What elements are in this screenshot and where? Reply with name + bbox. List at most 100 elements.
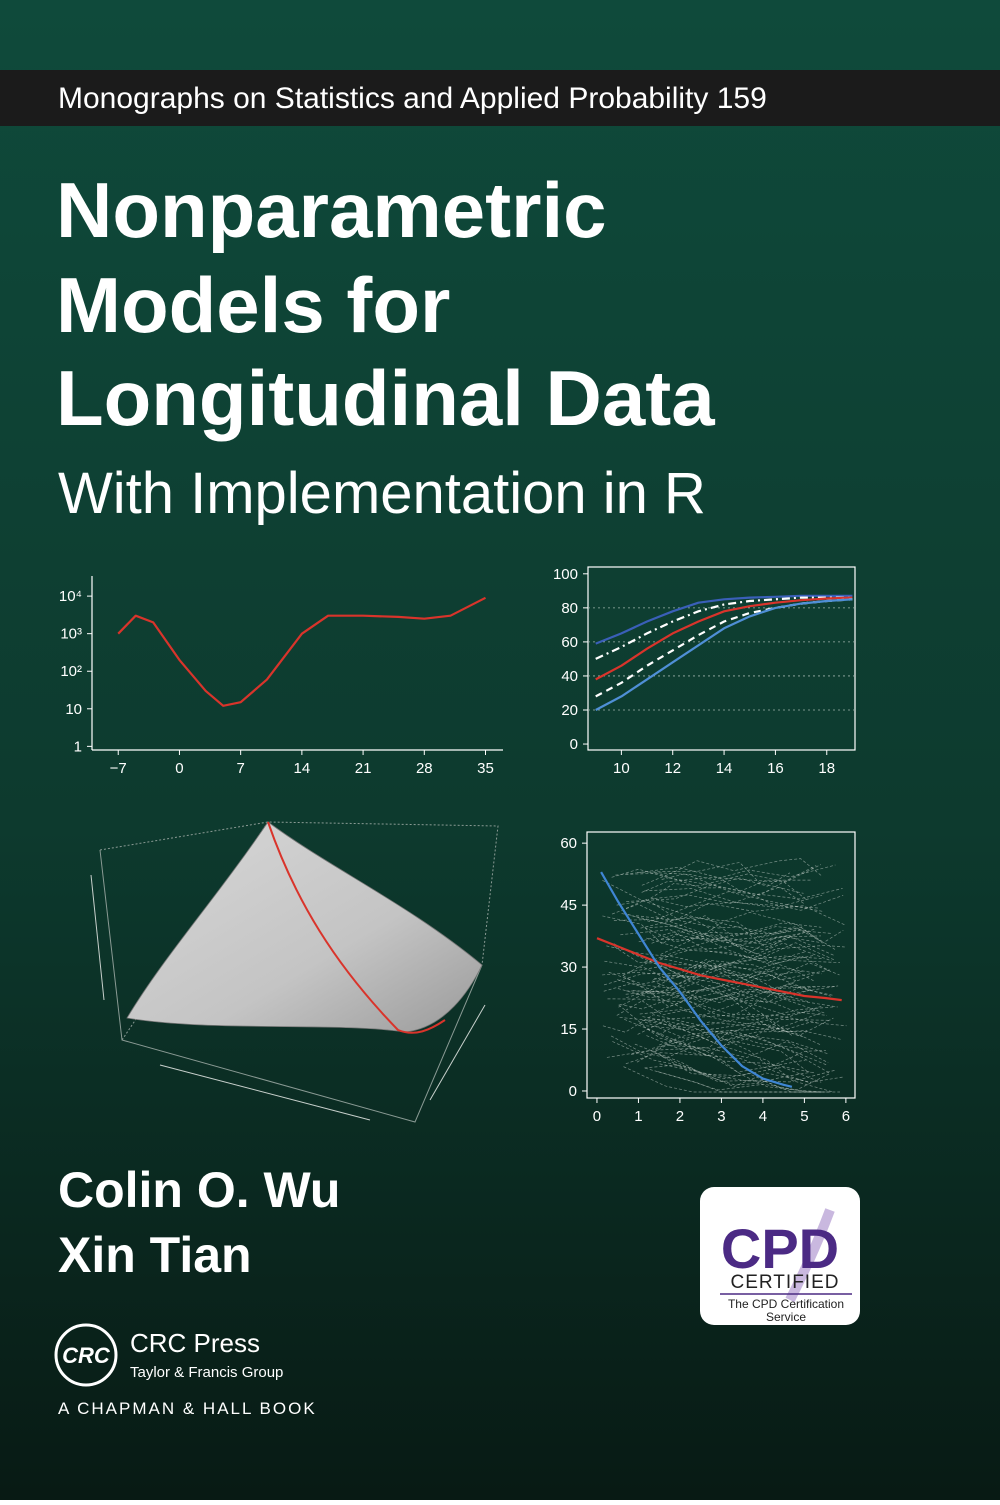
x-tick-label: 28 [416,760,433,777]
texture [631,1039,806,1073]
title-line: Longitudinal Data [56,354,715,442]
title-line: Nonparametric [56,166,607,254]
y-tick-label: 60 [560,835,577,852]
publisher-group: Taylor & Francis Group [130,1364,283,1381]
texture [610,1035,815,1074]
texture [627,891,823,923]
texture [651,926,824,944]
texture [654,886,804,904]
texture [606,1050,840,1093]
texture [617,979,808,1033]
x-tick-label: 1 [634,1108,642,1125]
badge-service: The CPD Certification [728,1297,844,1311]
texture [634,1043,812,1086]
texture [623,1066,825,1093]
texture [625,962,831,997]
texture [651,897,820,909]
texture [616,985,818,1016]
surface-curve [267,821,446,1034]
x-tick-label: 14 [294,760,311,777]
texture [624,1018,808,1072]
series-line [600,871,793,1088]
y-tick-label: 10⁴ [59,588,82,605]
texture [655,1029,827,1066]
texture [637,862,804,894]
texture [625,1052,822,1083]
x-tick-label: 4 [759,1108,767,1125]
texture [644,1067,829,1093]
box-edge [99,849,483,1123]
x-tick-label: 12 [664,760,681,777]
x-tick-label: 21 [355,760,372,777]
y-tick-label: 100 [553,566,578,583]
x-tick-label: 10 [613,760,630,777]
texture [647,1028,809,1050]
series-line [595,598,853,698]
texture [615,866,811,892]
texture [642,1014,817,1027]
series-line [117,596,487,707]
x-tick-label: 2 [676,1108,684,1125]
texture [653,974,828,1016]
texture [622,975,811,1017]
texture [651,1030,831,1074]
texture [612,1041,845,1087]
figure: 1 10 10² 10³ 10⁴ −7 0 7 14 21 28 35 [59,576,503,777]
x-tick-label: 14 [716,760,733,777]
y-tick-label: 10 [65,701,82,718]
y-tick-label: 30 [560,959,577,976]
texture [660,926,807,941]
texture [639,1009,834,1036]
y-tick-label: 40 [561,668,578,685]
texture [655,916,844,951]
texture [613,943,818,989]
texture [619,1016,834,1093]
texture [648,1012,821,1031]
texture [660,931,836,960]
texture [654,955,822,985]
y-tick-label: 10² [60,663,82,680]
series-line [595,594,853,645]
series-line [596,937,842,1002]
texture [611,868,791,887]
texture [652,980,839,1003]
x-tick-label: 35 [477,760,494,777]
texture [659,1052,811,1084]
series-line [595,596,853,660]
y-tick-label: 60 [561,634,578,651]
box-edge [99,821,499,966]
y-tick-label: 20 [561,702,578,719]
y-tick-label: 0 [570,736,578,753]
x-tick-label: 16 [767,760,784,777]
badge-label: CERTIFIED [731,1272,840,1293]
x-tick-label: 3 [717,1108,725,1125]
texture [602,960,798,982]
x-tick-label: −7 [110,760,127,777]
badge [700,1187,860,1325]
texture [644,1064,822,1093]
texture [659,1063,836,1083]
texture [632,969,831,994]
y-tick-label: 80 [561,600,578,617]
series-band [0,70,1000,126]
texture [659,1031,826,1068]
surface-plot [90,821,499,1123]
texture [602,1014,806,1038]
surface [126,821,483,1033]
texture [644,888,823,908]
y-tick-label: 10³ [60,626,82,643]
texture [653,864,836,880]
x-tick-label: 5 [800,1108,808,1125]
texture [625,899,789,948]
x-tick-label: 7 [236,760,244,777]
plot-frame [587,566,856,751]
texture [620,929,845,959]
texture [603,959,810,1003]
texture [637,1020,841,1043]
axis-arrow [90,874,105,1001]
y-tick-label: 1 [74,738,82,755]
texture [626,884,844,911]
texture [618,1004,822,1031]
